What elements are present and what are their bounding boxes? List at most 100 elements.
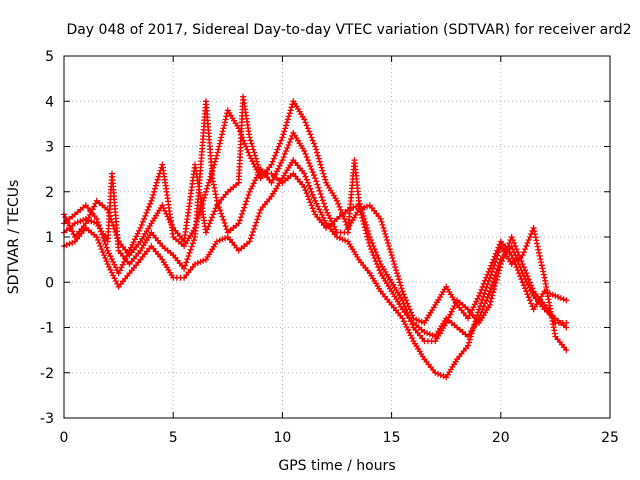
data-point [301,184,308,191]
data-point [109,219,115,226]
data-point [248,232,255,239]
x-tick-label: 5 [169,430,178,446]
data-point [536,252,543,259]
data-point [516,261,522,268]
data-point [284,145,291,151]
data-point [222,235,229,242]
data-point [398,285,405,292]
data-point [344,206,351,213]
data-point [402,321,409,328]
data-point [313,178,320,185]
data-point [132,236,138,243]
data-point [364,233,371,240]
data-point [163,210,170,217]
data-point [399,297,406,304]
data-point [313,146,320,153]
data-point [215,146,222,153]
data-point [465,342,471,349]
data-point [511,240,518,246]
data-point [486,274,493,281]
data-point [365,236,372,243]
data-point [301,116,308,123]
y-tick-label: -1 [40,321,54,337]
data-point [375,264,382,271]
data-point [409,335,416,342]
data-point [206,220,213,227]
data-point [314,152,321,159]
chart-title: Day 048 of 2017, Sidereal Day-to-day VTE… [66,22,631,38]
x-tick-label: 20 [492,430,510,446]
data-point [108,216,114,223]
y-tick-label: 3 [45,140,54,156]
data-point [342,218,349,225]
data-point [308,202,315,209]
data-point [253,174,260,181]
data-point [320,170,327,177]
data-point [272,152,279,159]
data-point [213,152,220,159]
data-point [400,291,407,298]
data-point [383,234,390,240]
data-point [187,246,194,253]
y-tick-label: 4 [45,94,54,110]
data-point [316,158,323,165]
data-point [526,234,533,240]
data-point [201,194,208,201]
data-point [282,125,289,132]
data-point [310,208,317,215]
data-point [275,143,282,150]
data-point [104,261,111,268]
data-point [203,229,209,236]
data-point [413,316,420,323]
data-point [205,223,212,230]
data-point [159,202,166,209]
data-point [105,210,112,216]
data-point [397,282,404,289]
data-point [488,271,494,278]
data-point [511,249,518,256]
data-point [273,149,280,156]
data-point [391,261,398,268]
data-point [182,262,189,269]
data-point [137,224,144,231]
data-point [334,197,340,204]
data-point [491,283,498,290]
data-point [334,234,340,240]
data-point [189,240,196,247]
data-point [518,267,525,274]
data-point [523,288,530,295]
data-point [270,155,277,162]
data-point [285,142,292,148]
data-point [482,300,488,307]
data-point [517,264,524,271]
data-point [139,218,146,225]
data-point [480,303,487,310]
data-point [522,275,529,282]
data-point [255,213,262,220]
data-point [284,116,291,123]
data-point [491,275,498,282]
data-point [185,253,192,259]
data-point [211,161,218,168]
data-point [213,155,219,162]
data-point [277,140,283,147]
data-point [491,286,498,293]
data-point [303,154,310,161]
data-point [314,181,321,188]
data-point [509,237,516,243]
data-point [256,167,263,174]
data-point [476,292,482,299]
data-point [306,196,313,203]
data-point [303,190,310,197]
data-point [85,214,92,221]
data-point [114,235,121,242]
data-point [204,182,211,189]
data-point [113,232,120,239]
data-point [306,160,313,167]
data-point [310,172,317,179]
data-point [491,262,498,269]
data-point [241,204,248,211]
data-point [342,237,349,244]
data-point [287,136,294,142]
y-tick-label: -2 [40,366,54,382]
